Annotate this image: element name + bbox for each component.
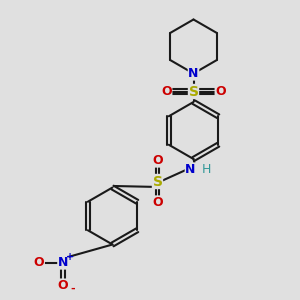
Text: O: O bbox=[58, 279, 68, 292]
Text: N: N bbox=[188, 67, 199, 80]
Text: O: O bbox=[34, 256, 44, 269]
Text: S: S bbox=[152, 175, 163, 188]
Text: N: N bbox=[58, 256, 68, 269]
Text: O: O bbox=[215, 85, 226, 98]
Text: N: N bbox=[185, 163, 196, 176]
Text: O: O bbox=[161, 85, 172, 98]
Text: S: S bbox=[188, 85, 199, 98]
Text: -: - bbox=[70, 284, 75, 294]
Text: +: + bbox=[66, 251, 75, 262]
Text: H: H bbox=[201, 163, 211, 176]
Text: O: O bbox=[152, 196, 163, 209]
Text: O: O bbox=[152, 154, 163, 167]
